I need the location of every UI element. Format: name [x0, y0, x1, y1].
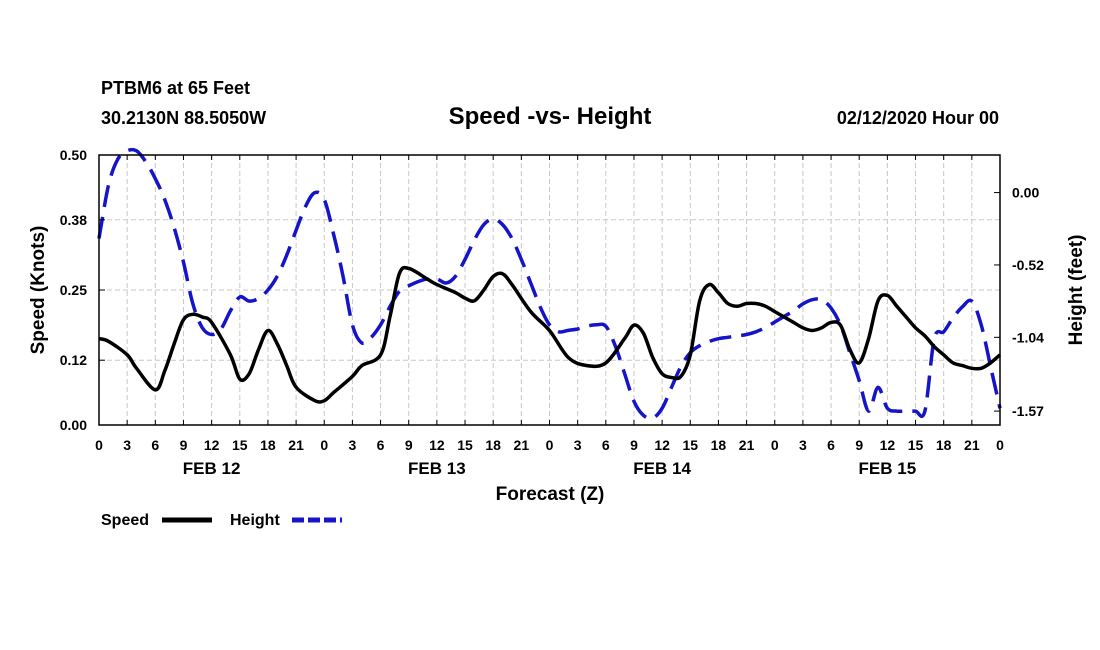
- x-axis-label: Forecast (Z): [496, 484, 605, 505]
- x-tick-label: 3: [799, 437, 807, 453]
- x-tick-label: 12: [654, 437, 670, 453]
- x-tick-label: 9: [855, 437, 863, 453]
- station-label: PTBM6 at 65 Feet: [101, 78, 250, 98]
- x-tick-label: 15: [908, 437, 924, 453]
- run-label: 02/12/2020 Hour 00: [837, 108, 999, 128]
- date-label: FEB 15: [859, 459, 917, 478]
- y-left-tick-label: 0.50: [60, 147, 87, 163]
- date-label: FEB 12: [183, 459, 241, 478]
- y-axis-left-label: Speed (Knots): [28, 226, 49, 355]
- x-tick-label: 9: [405, 437, 413, 453]
- x-tick-label: 3: [574, 437, 582, 453]
- x-tick-label: 6: [827, 437, 835, 453]
- y-right-tick-label: -1.04: [1012, 329, 1044, 345]
- x-tick-label: 0: [771, 437, 779, 453]
- x-tick-label: 21: [964, 437, 980, 453]
- legend-height-label: Height: [230, 512, 280, 529]
- x-tick-label: 9: [630, 437, 638, 453]
- x-tick-label: 6: [602, 437, 610, 453]
- x-tick-label: 15: [682, 437, 698, 453]
- x-tick-label: 12: [429, 437, 445, 453]
- x-tick-label: 0: [95, 437, 103, 453]
- x-tick-label: 21: [739, 437, 755, 453]
- y-left-tick-label: 0.12: [60, 352, 87, 368]
- legend: Speed Height: [101, 512, 342, 529]
- x-tick-label: 18: [711, 437, 727, 453]
- x-tick-label: 0: [320, 437, 328, 453]
- x-tick-label: 12: [880, 437, 896, 453]
- x-tick-label: 3: [349, 437, 357, 453]
- x-tick-label: 6: [377, 437, 385, 453]
- y-left-tick-label: 0.38: [60, 212, 87, 228]
- axis-ticks: 0 3 6 9 12 15 18 21 0 3 6 9 12 15 18 21 0 3 6 9 12 15 18 21 0 3 6 9…: [60, 147, 1044, 478]
- speed-series-line: [98, 265, 1002, 404]
- legend-speed-label: Speed: [101, 512, 149, 529]
- x-tick-label: 6: [151, 437, 159, 453]
- x-tick-label: 21: [514, 437, 530, 453]
- date-label: FEB 14: [633, 459, 691, 478]
- x-tick-label: 21: [288, 437, 304, 453]
- x-tick-label: 9: [180, 437, 188, 453]
- x-tick-label: 18: [260, 437, 276, 453]
- coords-label: 30.2130N 88.5050W: [101, 108, 266, 128]
- x-tick-label: 12: [204, 437, 220, 453]
- x-tick-label: 15: [232, 437, 248, 453]
- y-right-tick-label: -0.52: [1012, 257, 1044, 273]
- x-tick-label: 18: [485, 437, 501, 453]
- series-lines: [97, 147, 1002, 421]
- y-right-tick-label: -1.57: [1012, 403, 1044, 419]
- gridlines: [99, 155, 1000, 425]
- x-tick-label: 15: [457, 437, 473, 453]
- y-right-tick-label: 0.00: [1012, 185, 1039, 201]
- x-tick-label: 3: [123, 437, 131, 453]
- chart-title: Speed -vs- Height: [449, 103, 652, 130]
- height-series-line: [97, 147, 1002, 421]
- y-left-tick-label: 0.00: [60, 417, 87, 433]
- y-left-tick-label: 0.25: [60, 282, 87, 298]
- x-tick-label: 0: [996, 437, 1004, 453]
- x-tick-label: 0: [546, 437, 554, 453]
- y-axis-right-label: Height (feet): [1066, 235, 1087, 346]
- x-tick-label: 18: [936, 437, 952, 453]
- date-label: FEB 13: [408, 459, 466, 478]
